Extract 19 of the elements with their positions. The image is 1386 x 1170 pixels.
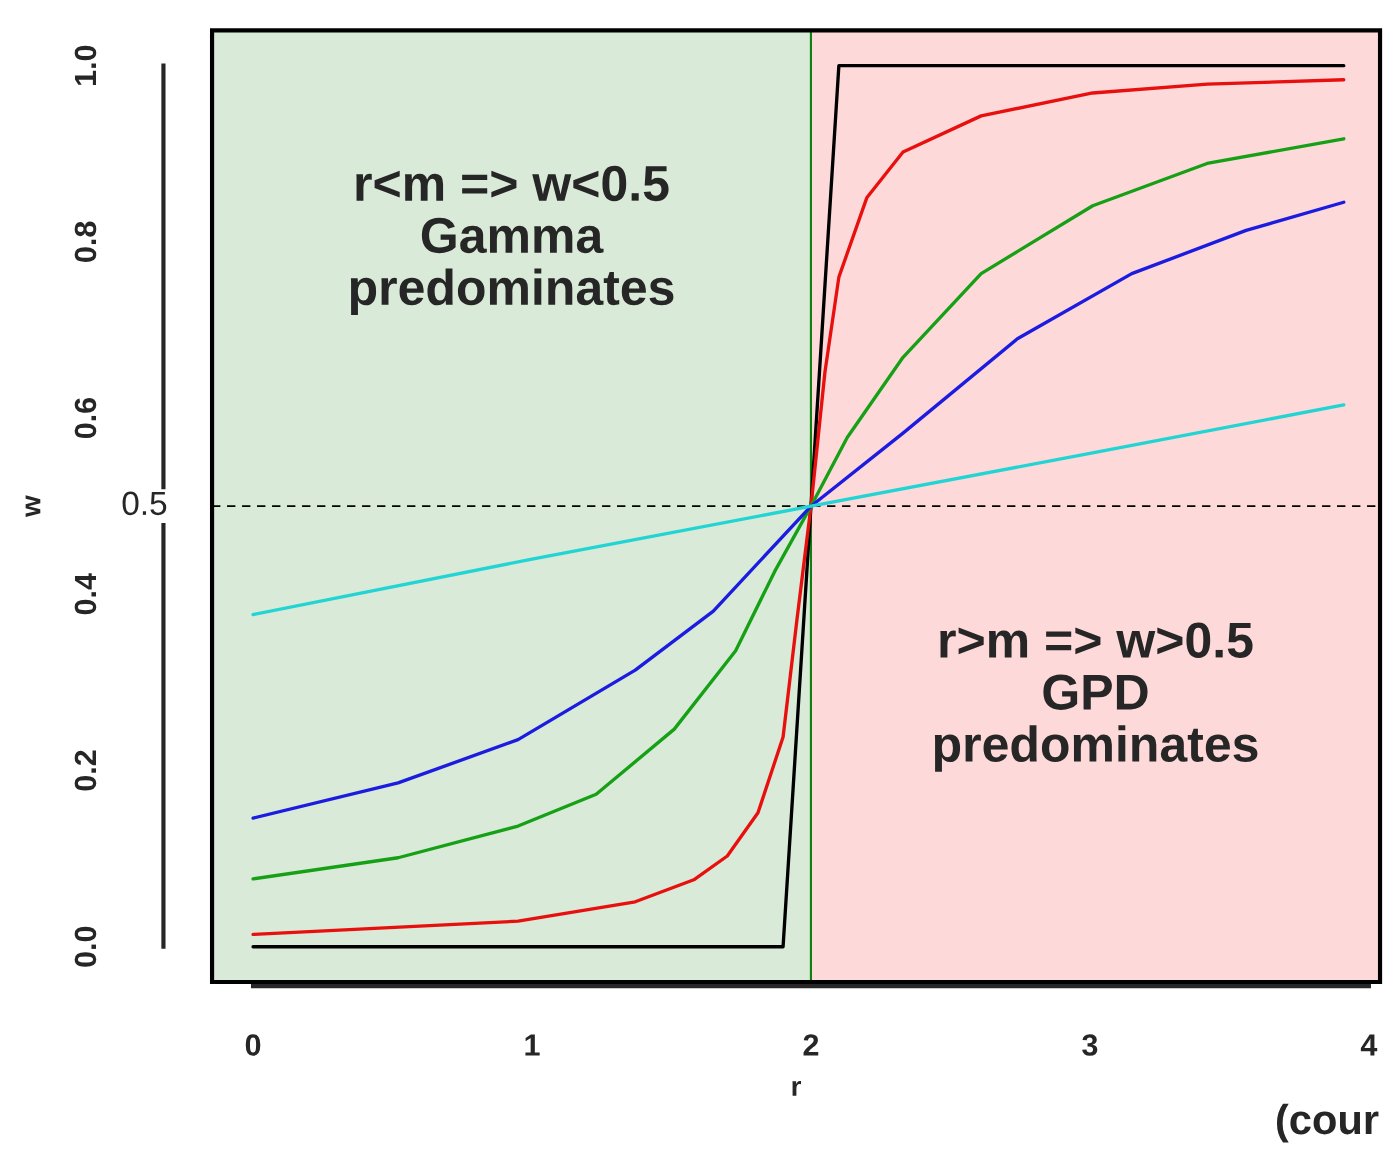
- y-tick-label: 0.2: [74, 750, 97, 791]
- line-series: [251, 403, 1346, 617]
- y-axis-title: w: [25, 495, 41, 518]
- x-tick-label: 4: [1360, 1034, 1378, 1056]
- x-tick-label: 0: [245, 1034, 261, 1056]
- line-series: [251, 200, 1346, 820]
- text: (cour: [1276, 1103, 1379, 1143]
- x-axis-title: r: [792, 1080, 802, 1096]
- y-tick-label: 1.0: [74, 45, 97, 85]
- ref-line-label: 0.5: [122, 491, 167, 516]
- x-tick-label: 3: [1082, 1034, 1098, 1056]
- y-tick-label: 0.8: [74, 221, 97, 262]
- y-tick-label: 0.0: [74, 926, 97, 967]
- annotation: r>m => w>0.5 GPD predominates: [934, 622, 1258, 772]
- x-tick-label: 2: [803, 1034, 819, 1056]
- y-tick-label: 0.6: [74, 397, 97, 439]
- x-tick-label: 1: [525, 1034, 540, 1056]
- y-tick-label: 0.4: [74, 573, 97, 615]
- annotation: r<m => w<0.5 Gamma predominates: [350, 165, 674, 316]
